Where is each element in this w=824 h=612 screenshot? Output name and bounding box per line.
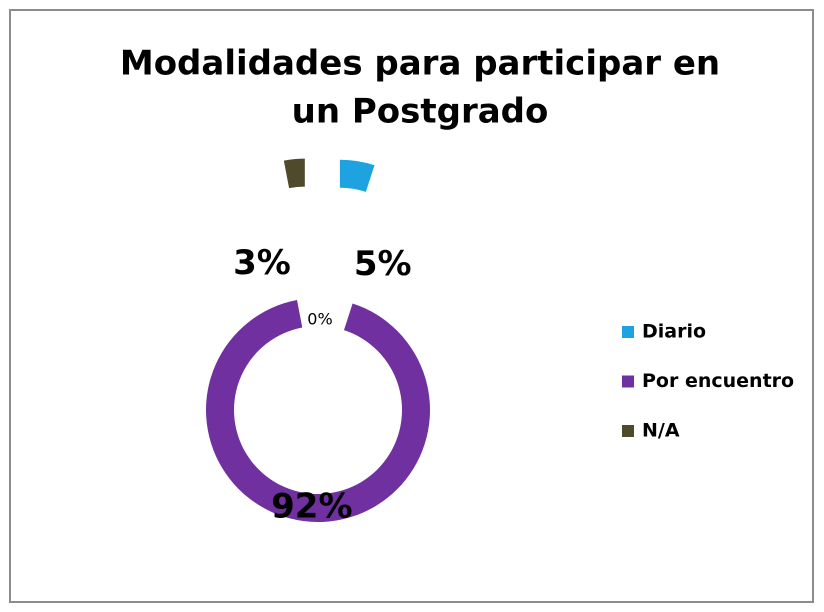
- legend-swatch: [622, 375, 634, 388]
- data-label: 3%: [233, 243, 291, 283]
- slice: [339, 159, 375, 192]
- legend-swatch: [622, 326, 634, 338]
- chart-title: un Postgrado: [292, 92, 549, 132]
- legend-label: Diario: [642, 321, 706, 343]
- chart-frame: [9, 9, 814, 603]
- legend-swatch: [622, 425, 634, 437]
- chart-title: Modalidades para participar en: [120, 44, 720, 84]
- legend-label: N/A: [642, 420, 680, 442]
- annotation: 0%: [307, 310, 332, 329]
- slice: [283, 158, 305, 189]
- data-label: 5%: [354, 244, 412, 284]
- legend-label: Por encuentro: [642, 370, 794, 392]
- data-label: 92%: [271, 486, 352, 526]
